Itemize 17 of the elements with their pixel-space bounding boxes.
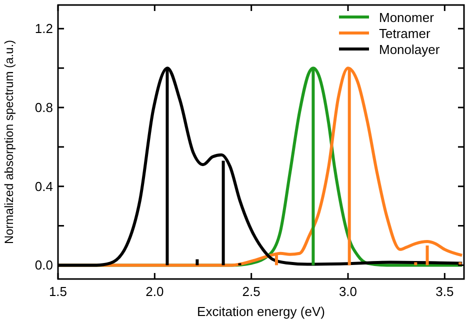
- y-tick-label: 0.4: [34, 178, 53, 194]
- x-tick-label: 1.5: [48, 284, 68, 299]
- y-tick-label: 0.0: [34, 258, 53, 273]
- x-tick-label: 2.0: [146, 284, 164, 299]
- y-tick-label: 0.8: [34, 100, 53, 116]
- bar: [414, 262, 418, 266]
- legend-label: Monomer: [379, 10, 435, 25]
- y-tick-label: 1.2: [34, 21, 53, 36]
- bar: [196, 259, 199, 266]
- x-tick-label: 2.5: [242, 284, 260, 299]
- x-tick-label: 3.0: [338, 284, 358, 299]
- x-tick-label: 3.5: [436, 284, 454, 299]
- bar: [426, 245, 429, 266]
- legend-label: Monolayer: [379, 42, 440, 57]
- x-axis-title: Excitation energy (eV): [197, 304, 325, 319]
- legend-label: Tetramer: [379, 26, 431, 41]
- y-axis-title: Normalized absorption spectrum (a.u.): [2, 40, 16, 244]
